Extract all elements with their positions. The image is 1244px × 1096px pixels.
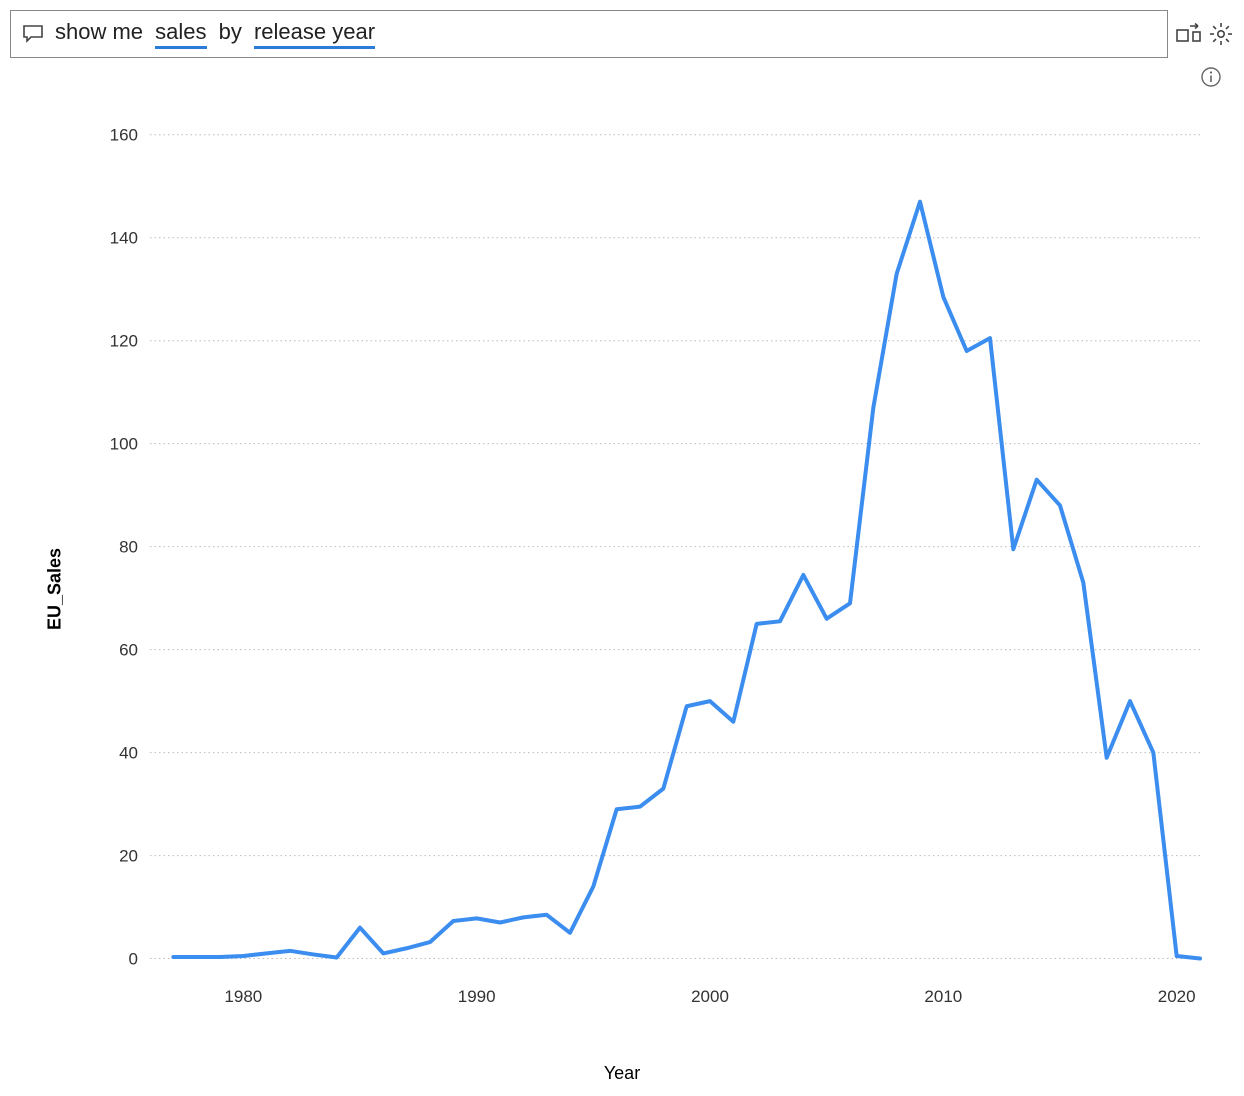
query-term[interactable]: sales xyxy=(155,19,206,49)
y-tick-label: 60 xyxy=(119,641,138,660)
y-tick-label: 160 xyxy=(110,126,138,145)
x-tick-label: 2020 xyxy=(1158,987,1196,1006)
query-text: show me sales by release year xyxy=(55,19,375,49)
y-tick-label: 120 xyxy=(110,332,138,351)
x-tick-label: 2010 xyxy=(924,987,962,1006)
data-line[interactable] xyxy=(173,202,1200,959)
x-tick-label: 1980 xyxy=(224,987,262,1006)
info-row xyxy=(10,64,1234,90)
x-tick-label: 1990 xyxy=(458,987,496,1006)
y-tick-label: 80 xyxy=(119,538,138,557)
line-chart[interactable]: 0 20 40 60 80 100 120 140 160 1980 1990 2000 2010 202… xyxy=(50,94,1230,1034)
query-text-part: by xyxy=(213,19,248,45)
convert-to-visual-button[interactable] xyxy=(1176,21,1202,47)
y-tick-label: 40 xyxy=(119,744,138,763)
y-axis-label: EU_Sales xyxy=(45,548,66,630)
y-tick-label: 20 xyxy=(119,847,138,866)
query-text-part: show me xyxy=(55,19,149,45)
x-tick-label: 2000 xyxy=(691,987,729,1006)
chart-container: EU_Sales 0 20 40 60 80 100 120 140 160 1980 1990 20… xyxy=(10,94,1234,1084)
y-tick-label: 0 xyxy=(129,950,138,969)
y-tick-label: 140 xyxy=(110,229,138,248)
query-bar-row: show me sales by release year xyxy=(10,10,1234,58)
chat-icon xyxy=(21,22,45,46)
y-tick-label: 100 xyxy=(110,435,138,454)
query-input-bar[interactable]: show me sales by release year xyxy=(10,10,1168,58)
toolbar-icons xyxy=(1176,21,1234,47)
query-term[interactable]: release year xyxy=(254,19,375,49)
settings-button[interactable] xyxy=(1208,21,1234,47)
info-button[interactable] xyxy=(1198,64,1224,90)
x-axis-label: Year xyxy=(604,1063,640,1084)
